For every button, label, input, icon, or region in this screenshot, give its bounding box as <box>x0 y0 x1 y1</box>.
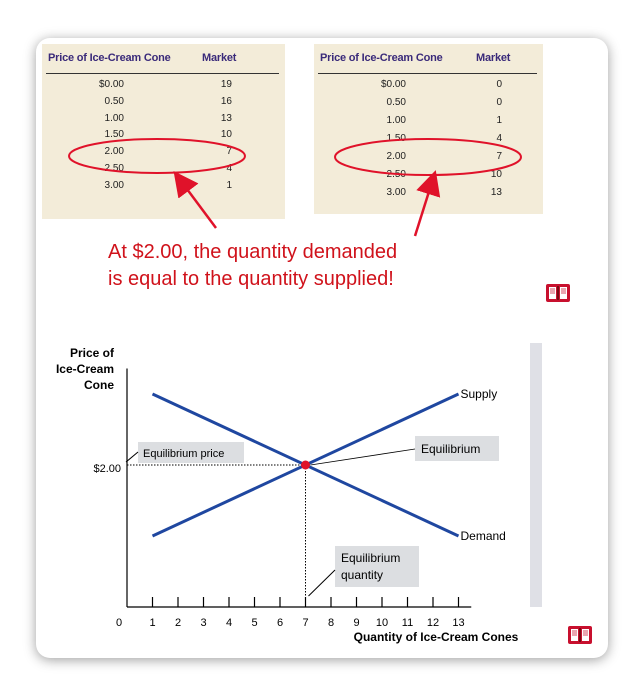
table-quantity-cell: 16 <box>220 95 232 107</box>
demand-label: Demand <box>461 529 506 543</box>
y-axis-title-line: Cone <box>84 378 114 392</box>
y-tick-label: $2.00 <box>93 463 121 475</box>
equilibrium-quantity-label-line-1: Equilibrium <box>341 551 400 565</box>
table-price-cell: 0.50 <box>386 97 406 108</box>
table-price-cell: 2.00 <box>104 146 124 158</box>
x-axis-title: Quantity of Ice-Cream Cones <box>354 630 519 644</box>
table-quantity-cell: 0 <box>496 79 502 90</box>
equilibrium-label: Equilibrium <box>421 442 480 456</box>
table-quantity-cell: 10 <box>490 169 502 180</box>
equilibrium-price-leader <box>125 451 139 463</box>
x-tick-label: 8 <box>328 617 334 629</box>
equilibrium-quantity-label-line-2: quantity <box>341 568 383 582</box>
x-tick-label: 1 <box>149 617 155 629</box>
supply-label: Supply <box>461 387 498 401</box>
table-quantity-cell: 7 <box>226 146 232 158</box>
y-axis-title-line: Ice-Cream <box>56 362 114 376</box>
table-header-price: Price of Ice-Cream Cone <box>48 52 171 64</box>
equilibrium-price-label: Equilibrium price <box>143 448 224 460</box>
table-quantity-cell: 1 <box>226 179 232 191</box>
table-header-rule <box>46 73 279 74</box>
x-tick-label: 5 <box>251 617 257 629</box>
table-price-cell: 1.00 <box>104 112 124 124</box>
table-quantity-cell: 10 <box>220 129 232 141</box>
table-header-market: Market <box>476 52 511 64</box>
table-quantity-cell: 4 <box>226 163 232 174</box>
arrow-to-demand <box>173 170 218 229</box>
demand-schedule-table: Price of Ice-Cream Cone Market $0.00 19 0.… <box>42 44 285 219</box>
table-price-cell: 2.00 <box>386 151 406 162</box>
book-icon[interactable] <box>567 624 593 646</box>
table-price-cell: 1.00 <box>386 115 406 126</box>
x-tick-label: 4 <box>226 617 232 629</box>
table-header-rule <box>318 73 537 74</box>
table-price-cell: 0.50 <box>104 95 124 107</box>
x-tick-label: 7 <box>302 617 308 629</box>
table-quantity-cell: 7 <box>496 151 502 162</box>
table-price-cell: 1.50 <box>386 133 406 144</box>
table-price-cell: 3.00 <box>386 187 406 198</box>
table-quantity-cell: 4 <box>496 133 502 144</box>
equilibrium-quantity-leader <box>308 569 336 597</box>
x-tick-label: 9 <box>353 617 359 629</box>
x-tick-label: 12 <box>427 617 439 629</box>
table-price-cell: $0.00 <box>380 79 406 90</box>
x-tick-label: 2 <box>175 617 181 629</box>
table-price-cell: 2.50 <box>104 163 124 174</box>
x-tick-label: 6 <box>277 617 283 629</box>
table-price-cell: 1.50 <box>104 129 124 141</box>
x-tick-label: 0 <box>116 617 122 629</box>
equilibrium-quantity-box <box>335 546 419 587</box>
plot-side-shade <box>530 343 542 607</box>
equilibrium-leader <box>310 448 416 466</box>
table-quantity-cell: 13 <box>490 187 502 198</box>
equilibrium-point <box>301 460 310 470</box>
callout-line-2: is equal to the quantity supplied! <box>108 268 394 290</box>
table-quantity-cell: 19 <box>220 79 232 90</box>
equilibrium-price-box <box>138 442 244 463</box>
highlight-ellipse-demand <box>68 138 246 174</box>
x-tick-label: 10 <box>376 617 388 629</box>
equilibrium-box <box>415 436 499 461</box>
table-header-price: Price of Ice-Cream Cone <box>320 52 443 64</box>
arrow-to-supply <box>413 170 441 237</box>
equilibrium-callout: At $2.00, the quantity demanded is equal… <box>108 239 528 293</box>
x-tick-label: 11 <box>402 617 413 629</box>
table-header-market: Market <box>202 52 237 64</box>
table-quantity-cell: 13 <box>220 112 232 124</box>
callout-line-1: At $2.00, the quantity demanded <box>108 241 398 263</box>
table-price-cell: $0.00 <box>98 79 124 90</box>
x-tick-label: 3 <box>200 617 206 629</box>
y-axis-title-line: Price of <box>70 346 115 360</box>
table-price-cell: 3.00 <box>104 179 124 191</box>
book-icon[interactable] <box>545 282 571 304</box>
x-tick-label: 13 <box>452 617 464 629</box>
table-quantity-cell: 1 <box>496 115 502 126</box>
table-quantity-cell: 0 <box>496 97 502 108</box>
